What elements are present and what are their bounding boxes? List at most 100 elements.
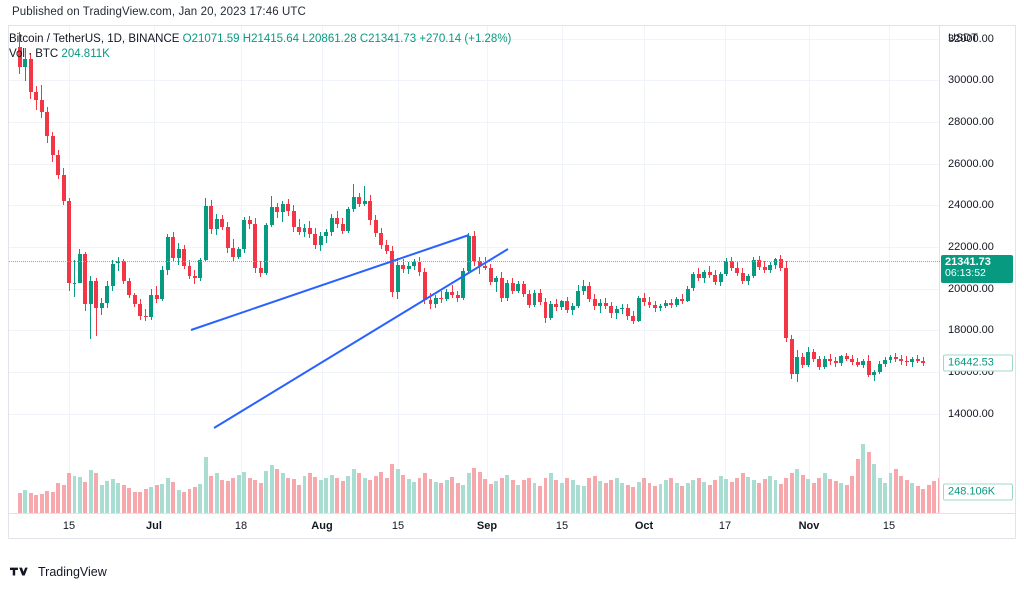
volume-bar	[488, 483, 493, 514]
candle-body	[850, 359, 855, 363]
last-price-badge[interactable]: 21341.73 06:13:52	[941, 254, 1013, 283]
candle-body	[193, 276, 197, 279]
volume-bar	[105, 481, 110, 514]
volume-bar	[138, 492, 143, 514]
candle-body	[724, 261, 729, 274]
candle-body	[795, 357, 800, 374]
candle-body	[187, 265, 192, 276]
plot-area[interactable]	[9, 26, 940, 514]
candle-body	[904, 361, 909, 363]
legend-change: +270.14 (+1.28%)	[419, 33, 512, 45]
volume-bar	[872, 463, 877, 514]
volume-bar	[154, 485, 159, 514]
candle-body	[713, 274, 718, 283]
candle-body	[921, 361, 926, 363]
volume-bar	[625, 485, 630, 514]
volume-bar	[614, 477, 619, 514]
volume-bar	[258, 483, 263, 514]
candle-wick	[90, 276, 92, 339]
volume-bar	[839, 483, 844, 514]
candle-body	[653, 305, 657, 309]
volume-bar	[740, 473, 745, 514]
volume-bar	[127, 488, 132, 514]
candle-body	[171, 237, 176, 259]
volume-bar	[861, 444, 866, 514]
volume-bar	[280, 473, 285, 514]
candle-body	[685, 288, 690, 301]
volume-bar	[680, 486, 685, 514]
volume-bar	[269, 465, 274, 514]
volume-bar	[171, 481, 176, 514]
time-scale-label: 15	[62, 520, 76, 532]
last-price-value: 21341.73	[945, 255, 991, 268]
volume-bar	[417, 477, 422, 514]
candle-body	[746, 276, 751, 282]
candle-body	[269, 207, 274, 225]
volume-bar	[335, 478, 340, 514]
candle-body	[247, 219, 252, 224]
volume-bar	[286, 477, 291, 514]
candle-body	[231, 247, 236, 258]
candle-body	[362, 201, 367, 205]
time-scale[interactable]: 15 Jul 18 Aug 15 Sep 15 Oct 17 Nov 15	[9, 513, 1015, 538]
legend-symbol[interactable]: Bitcoin / TetherUS, 1D, BINANCE	[9, 33, 180, 45]
price-scale[interactable]: USDT 32000.00 30000.00 28000.00 26000.00 240…	[939, 26, 1015, 514]
candle-body	[384, 244, 389, 251]
chart-pane[interactable]: USDT 32000.00 30000.00 28000.00 26000.00 240…	[8, 25, 1016, 539]
volume-bar	[729, 481, 734, 514]
candle-body	[718, 273, 723, 283]
candle-body	[636, 297, 641, 321]
volume-bar	[926, 484, 931, 514]
volume-bar	[149, 486, 154, 514]
price-scale-label: 22000.00	[948, 240, 994, 253]
grid-line-vertical	[889, 26, 890, 514]
candle-body	[532, 292, 537, 306]
candle-body	[674, 298, 679, 306]
candle-body	[702, 271, 707, 279]
volume-bar	[877, 477, 882, 514]
candle-body	[855, 362, 860, 365]
volume-bar	[236, 474, 241, 514]
candle-body	[78, 254, 82, 284]
grid-line-horizontal	[9, 413, 940, 415]
candle-body	[346, 209, 351, 232]
candle-body	[872, 371, 877, 375]
candle-body	[861, 361, 866, 365]
volume-bar	[56, 482, 61, 514]
candle-body	[56, 155, 61, 175]
time-scale-label: Nov	[798, 520, 820, 532]
volume-bar	[904, 480, 909, 514]
candle-body	[291, 211, 296, 228]
close-price-badge[interactable]: 16442.53	[943, 354, 1013, 372]
volume-bar	[439, 483, 444, 514]
time-scale-label: 18	[234, 520, 248, 532]
volume-bar	[275, 469, 280, 514]
candle-body	[417, 262, 422, 272]
grid-line-vertical	[241, 26, 242, 514]
volume-value-badge[interactable]: 248.106K	[943, 483, 1013, 501]
volume-bar	[910, 483, 915, 514]
volume-bar	[691, 480, 696, 514]
volume-bar	[757, 483, 762, 514]
volume-bar	[707, 484, 712, 514]
legend-volume-label[interactable]: Vol · BTC	[9, 47, 59, 60]
candle-body	[340, 223, 345, 232]
volume-bar	[214, 473, 219, 514]
candle-body	[784, 267, 789, 339]
candle-wick	[873, 369, 875, 382]
volume-bar	[565, 477, 570, 514]
candle-body	[598, 303, 603, 307]
volume-bar	[450, 476, 455, 514]
volume-bar	[444, 479, 449, 514]
tradingview-logo-icon	[10, 566, 32, 579]
candle-body	[412, 262, 416, 266]
volume-bar	[718, 475, 723, 514]
candle-body	[127, 281, 132, 295]
candle-body	[658, 306, 663, 309]
candle-body	[614, 309, 619, 314]
volume-bar	[746, 476, 751, 514]
volume-bar	[685, 483, 690, 514]
candle-body	[143, 315, 148, 317]
volume-bar	[132, 491, 137, 514]
